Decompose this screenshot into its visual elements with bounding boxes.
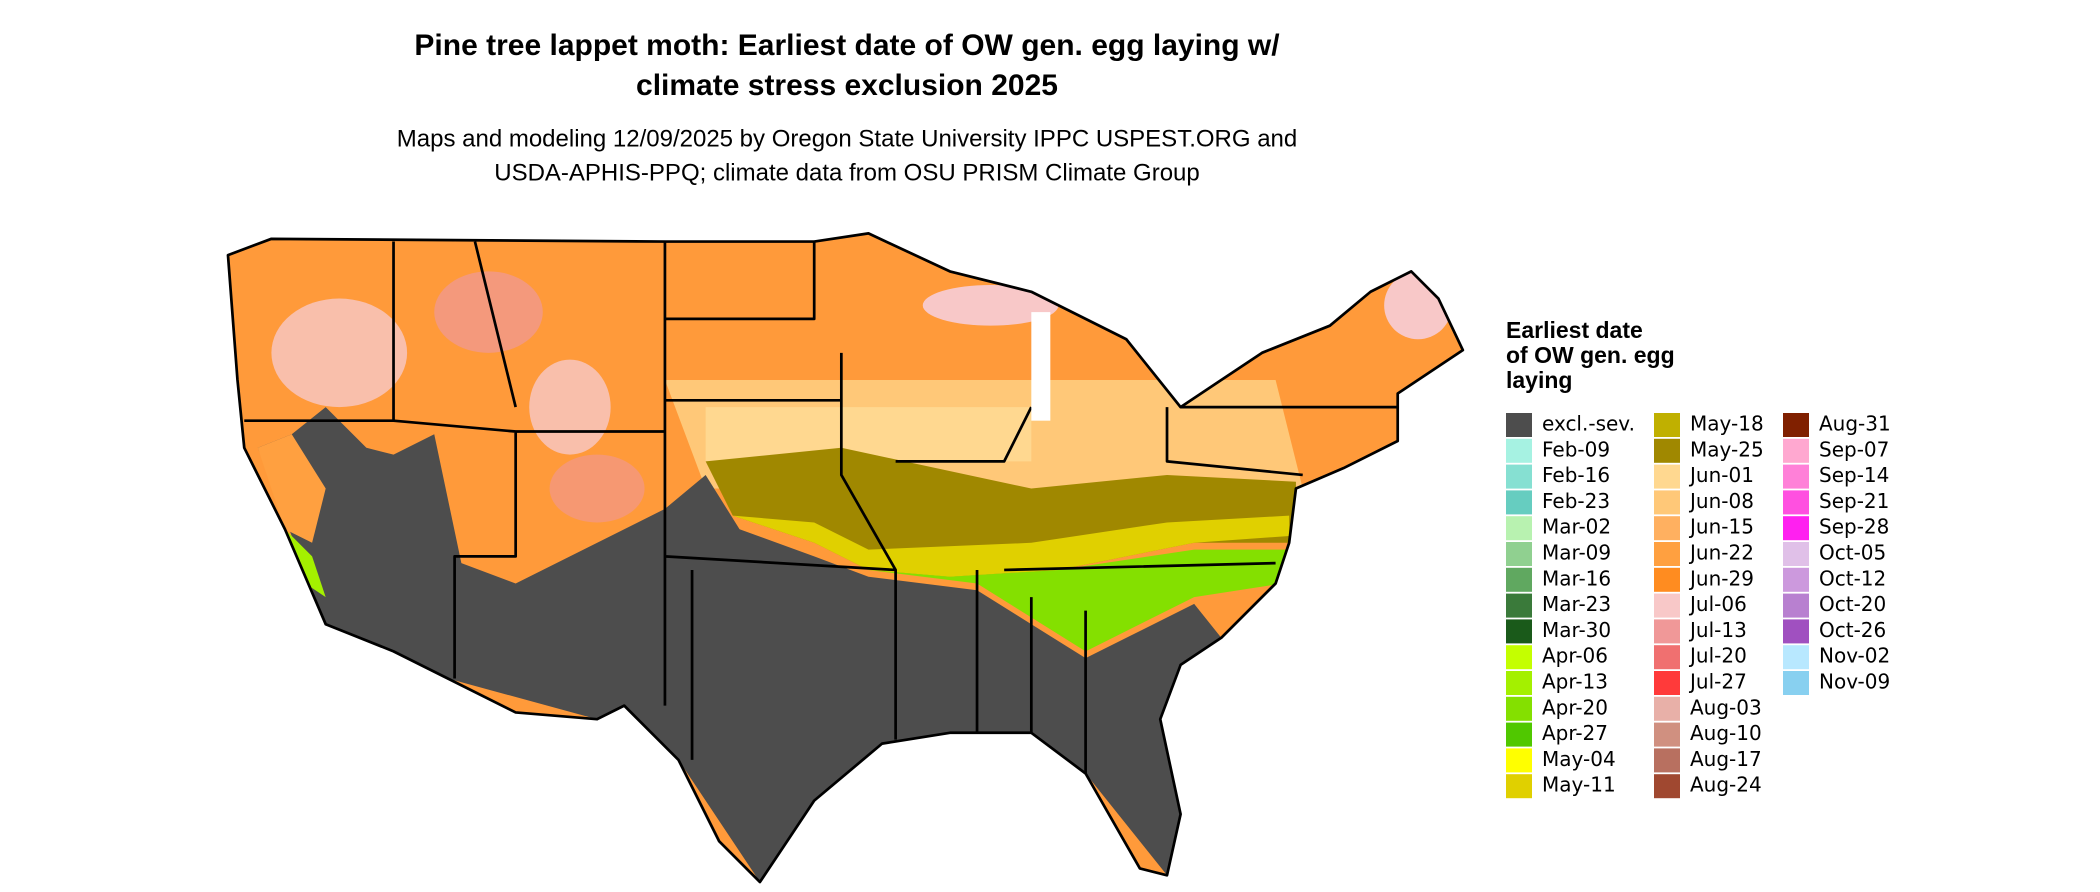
- legend-label: Nov-02: [1819, 644, 1890, 668]
- legend-swatch: [1506, 464, 1532, 489]
- legend-label: May-04: [1542, 747, 1616, 771]
- legend-label: Jun-15: [1688, 515, 1754, 539]
- legend-swatch: [1506, 490, 1532, 515]
- legend-swatch: [1654, 593, 1680, 618]
- title: Pine tree lappet moth: Earliest date of …: [414, 29, 1280, 62]
- legend-swatch: [1654, 671, 1680, 695]
- legend-label: Jul-20: [1688, 644, 1747, 668]
- legend-swatch: [1506, 413, 1532, 437]
- legend-swatch: [1654, 413, 1680, 437]
- legend-label: Jun-01: [1688, 463, 1754, 487]
- legend-swatch: [1654, 464, 1680, 489]
- legend-swatch: [1506, 567, 1532, 592]
- legend-label: Mar-23: [1542, 592, 1611, 616]
- legend-label: Sep-28: [1819, 515, 1889, 539]
- legend-swatch: [1783, 567, 1809, 592]
- legend-label: Apr-27: [1542, 721, 1608, 745]
- legend-swatch: [1654, 722, 1680, 747]
- legend-swatch: [1506, 593, 1532, 618]
- legend-swatch: [1783, 438, 1809, 463]
- legend-swatch: [1506, 645, 1532, 670]
- map: [226, 232, 1465, 884]
- legend-label: Feb-16: [1542, 463, 1610, 487]
- legend-label: Jun-29: [1688, 566, 1754, 590]
- legend-swatch: [1783, 671, 1809, 695]
- legend-label: Feb-09: [1542, 437, 1610, 461]
- legend-swatch: [1654, 516, 1680, 541]
- legend-label: Sep-14: [1819, 463, 1889, 487]
- legend-swatch: [1654, 438, 1680, 463]
- legend-label: Mar-30: [1542, 618, 1611, 642]
- legend-label: Jul-13: [1688, 618, 1747, 642]
- legend-label: Apr-20: [1542, 695, 1608, 719]
- legend-swatch: [1506, 516, 1532, 541]
- legend-title: laying: [1506, 367, 1572, 393]
- legend-swatch: [1654, 696, 1680, 721]
- legend-label: Jul-27: [1688, 670, 1747, 694]
- legend-swatch: [1506, 542, 1532, 566]
- legend-label: May-18: [1690, 412, 1764, 436]
- legend-label: Jun-22: [1688, 541, 1754, 565]
- legend-label: Apr-06: [1542, 644, 1608, 668]
- legend-swatch: [1654, 542, 1680, 566]
- legend-swatch: [1654, 490, 1680, 515]
- legend-swatch: [1654, 774, 1680, 799]
- legend-swatch: [1783, 619, 1809, 644]
- legend-label: Oct-12: [1819, 566, 1886, 590]
- legend-label: Apr-13: [1542, 670, 1608, 694]
- legend-swatch: [1783, 542, 1809, 566]
- legend-swatch: [1783, 593, 1809, 618]
- legend-swatch: [1654, 645, 1680, 670]
- legend-swatch: [1506, 748, 1532, 773]
- legend-label: Aug-24: [1690, 773, 1762, 797]
- legend-swatch: [1783, 464, 1809, 489]
- subtitle: USDA-APHIS-PPQ; climate data from OSU PR…: [494, 159, 1200, 186]
- legend-swatch: [1506, 619, 1532, 644]
- legend-label: Sep-07: [1819, 437, 1889, 461]
- legend-swatch: [1783, 490, 1809, 515]
- legend-label: May-11: [1542, 773, 1616, 797]
- legend-label: Jun-08: [1688, 489, 1754, 513]
- legend-swatch: [1783, 645, 1809, 670]
- title: climate stress exclusion 2025: [636, 69, 1058, 102]
- legend-swatch: [1506, 774, 1532, 799]
- legend-swatch: [1654, 748, 1680, 773]
- legend-label: Jul-06: [1688, 592, 1747, 616]
- legend-label: Aug-17: [1690, 747, 1762, 771]
- legend-label: Sep-21: [1819, 489, 1889, 513]
- legend-swatch: [1783, 516, 1809, 541]
- legend-label: excl.-sev.: [1542, 412, 1635, 436]
- legend-swatch: [1654, 567, 1680, 592]
- legend-label: Aug-31: [1819, 412, 1891, 436]
- legend-label: Oct-20: [1819, 592, 1886, 616]
- legend-swatch: [1506, 671, 1532, 695]
- legend-label: Mar-02: [1542, 515, 1611, 539]
- legend-swatch: [1654, 619, 1680, 644]
- legend-swatch: [1506, 696, 1532, 721]
- legend-label: Mar-09: [1542, 541, 1611, 565]
- legend-title: of OW gen. egg: [1506, 342, 1675, 368]
- legend-label: Oct-26: [1819, 618, 1886, 642]
- legend-label: Feb-23: [1542, 489, 1610, 513]
- legend-title: Earliest date: [1506, 317, 1643, 343]
- legend-swatch: [1506, 438, 1532, 463]
- legend-swatch: [1506, 722, 1532, 747]
- legend-label: Mar-16: [1542, 566, 1611, 590]
- legend-label: Aug-03: [1690, 695, 1762, 719]
- legend-label: Nov-09: [1819, 670, 1890, 694]
- legend-label: May-25: [1690, 437, 1764, 461]
- legend-label: Oct-05: [1819, 541, 1886, 565]
- subtitle: Maps and modeling 12/09/2025 by Oregon S…: [397, 125, 1297, 152]
- legend-swatch: [1783, 413, 1809, 437]
- legend-label: Aug-10: [1690, 721, 1762, 745]
